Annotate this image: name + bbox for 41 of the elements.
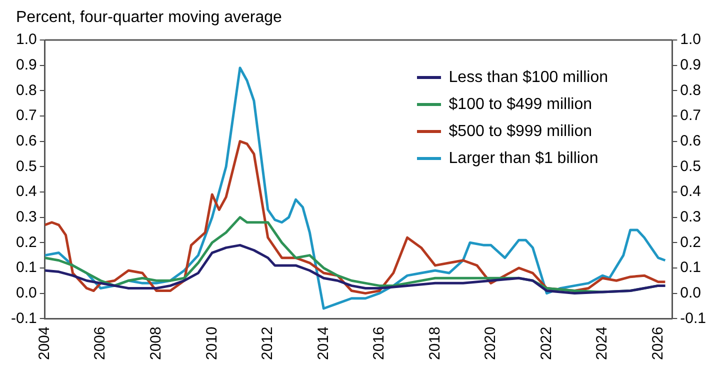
x-tick-label: 2014: [314, 326, 332, 360]
y2-tick-label: 0.8: [680, 82, 702, 99]
y-tick-label: 0.6: [16, 132, 37, 150]
y-tick-label: 0.1: [16, 259, 37, 276]
y-tick-label: 1.0: [16, 31, 37, 48]
y-tick-label: 0.0: [16, 284, 37, 302]
y-tick-label: -0.1: [10, 310, 37, 327]
x-tick-label: 2006: [92, 326, 109, 360]
x-tick-label: 2016: [370, 326, 388, 360]
legend-label: $500 to $999 million: [448, 122, 592, 140]
y-tick-label: 0.5: [16, 158, 37, 175]
y-tick-label: 0.9: [16, 56, 37, 74]
y2-tick-label: 0.3: [680, 208, 702, 226]
y2-tick-label: 0.0: [680, 284, 702, 302]
chart-title: Percent, four-quarter moving average: [15, 8, 283, 28]
x-tick-label: 2026: [649, 326, 666, 360]
legend-label: Less than $100 million: [448, 68, 608, 86]
y-tick-label: 0.8: [16, 82, 37, 99]
x-tick-label: 2018: [426, 326, 444, 360]
y2-tick-label: 0.6: [680, 132, 702, 150]
y2-tick-label: 1.0: [680, 31, 702, 48]
y2-tick-label: 0.5: [680, 158, 702, 175]
y-tick-label: 0.2: [16, 234, 37, 251]
x-tick-label: 2004: [36, 326, 53, 360]
y2-tick-label: 0.1: [680, 259, 702, 276]
y2-tick-label: 0.9: [680, 56, 702, 74]
x-tick-label: 2010: [203, 326, 220, 360]
x-tick-label: 2024: [594, 326, 611, 360]
y2-tick-label: 0.7: [680, 107, 702, 124]
y2-tick-label: 0.2: [680, 234, 702, 251]
x-tick-label: 2012: [259, 326, 276, 360]
y2-tick-label: 0.4: [680, 183, 702, 200]
x-tick-label: 2022: [538, 326, 555, 360]
y-tick-label: 0.7: [16, 107, 37, 124]
x-tick-label: 2008: [148, 326, 165, 360]
legend-label: $100 to $499 million: [448, 96, 592, 114]
x-tick-label: 2020: [482, 326, 500, 360]
y2-tick-label: -0.1: [680, 310, 706, 327]
y-tick-label: 0.4: [16, 183, 37, 200]
legend-label: Larger than $1 billion: [448, 150, 598, 168]
y-tick-label: 0.3: [16, 208, 37, 226]
